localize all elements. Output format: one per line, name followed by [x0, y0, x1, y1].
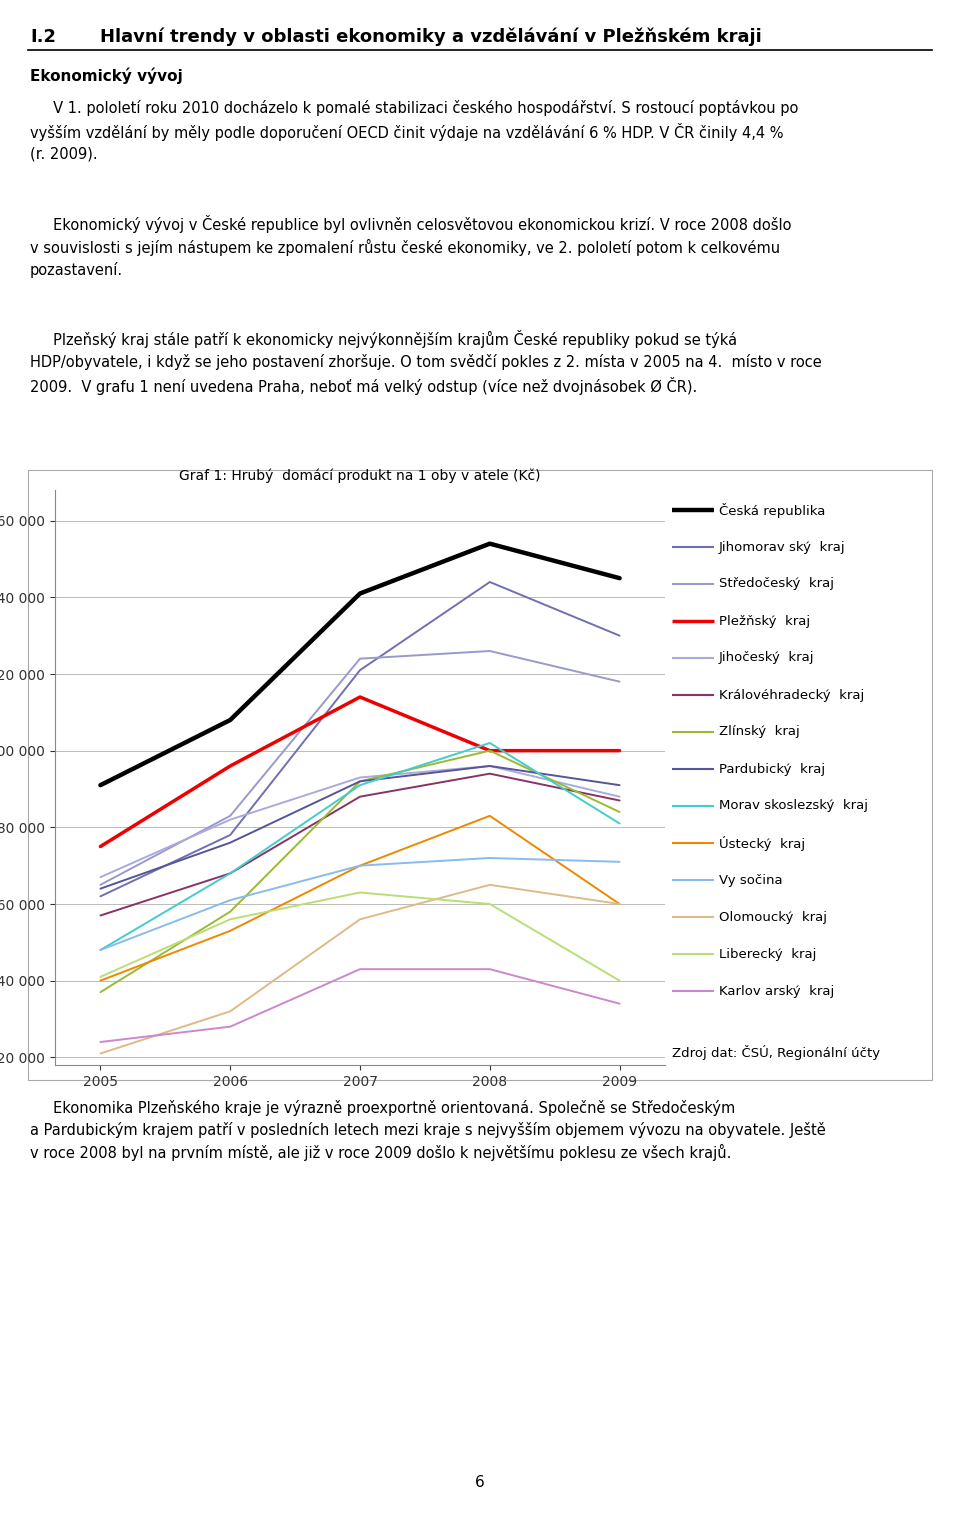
Text: Zdroj dat: ČSÚ, Regionální účty: Zdroj dat: ČSÚ, Regionální účty — [672, 1045, 880, 1060]
Text: Ekonomický vývoj v České republice byl ovlivněn celosvětovou ekonomickou krizí. : Ekonomický vývoj v České republice byl o… — [30, 216, 791, 278]
Text: Středočeský  kraj: Středočeský kraj — [719, 577, 834, 591]
Text: Pležňský  kraj: Pležňský kraj — [719, 615, 810, 627]
Text: Vy sočina: Vy sočina — [719, 873, 782, 887]
Text: Liberecký  kraj: Liberecký kraj — [719, 948, 816, 960]
Text: Hlavní trendy v oblasti ekonomiky a vzdělávání v Pležňském kraji: Hlavní trendy v oblasti ekonomiky a vzdě… — [100, 27, 761, 47]
Text: Jihomorav ský  kraj: Jihomorav ský kraj — [719, 541, 846, 553]
Text: Ústecký  kraj: Ústecký kraj — [719, 835, 805, 851]
Text: I.2: I.2 — [30, 27, 56, 46]
Text: Ekonomika Plzeňského kraje je výrazně proexportně orientovaná. Společně se Střed: Ekonomika Plzeňského kraje je výrazně pr… — [30, 1100, 826, 1161]
Text: Jihočeský  kraj: Jihočeský kraj — [719, 652, 814, 664]
Text: Karlov arský  kraj: Karlov arský kraj — [719, 984, 834, 998]
Text: V 1. pololetí roku 2010 docházelo k pomalé stabilizaci českého hospodářství. S r: V 1. pololetí roku 2010 docházelo k poma… — [30, 100, 799, 161]
Text: Plzeňský kraj stále patří k ekonomicky nejvýkonnějším krajům České republiky pok: Plzeňský kraj stále patří k ekonomicky n… — [30, 330, 822, 395]
Text: 6: 6 — [475, 1475, 485, 1490]
Text: Zlínský  kraj: Zlínský kraj — [719, 726, 800, 738]
Text: Pardubický  kraj: Pardubický kraj — [719, 763, 826, 776]
Title: Graf 1: Hrubý  domácí produkt na 1 oby v atele (Kč): Graf 1: Hrubý domácí produkt na 1 oby v … — [180, 469, 540, 483]
Text: Olomoucký  kraj: Olomoucký kraj — [719, 910, 827, 924]
Text: Královéhradecký  kraj: Královéhradecký kraj — [719, 688, 864, 702]
Text: Morav skoslezský  kraj: Morav skoslezský kraj — [719, 799, 868, 813]
Text: Česká republika: Česká republika — [719, 503, 826, 518]
Text: Ekonomický vývoj: Ekonomický vývoj — [30, 68, 182, 85]
